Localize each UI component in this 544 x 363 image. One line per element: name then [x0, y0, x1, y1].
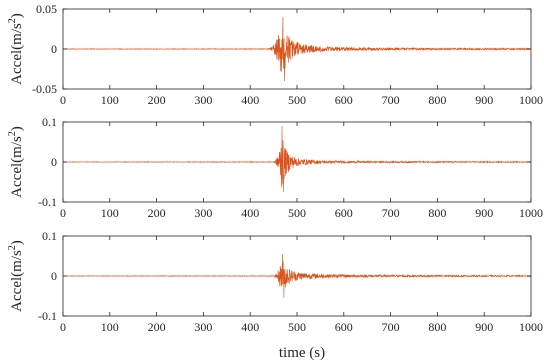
x-tick-label: 300: [194, 93, 212, 107]
x-tick-label: 300: [194, 320, 212, 334]
panel-middle: 0 100 200 300 400 500 600 700 800 900 1000-0.100.1…: [7, 115, 543, 220]
x-tick-label: 700: [382, 206, 400, 220]
x-tick-label: 800: [428, 206, 446, 220]
x-tick-label: 800: [428, 320, 446, 334]
x-tick-label: 1000: [519, 206, 543, 220]
x-tick-label: 500: [288, 320, 306, 334]
series-line-middle: [62, 125, 532, 193]
panel-bottom: 0 100 200 300 400 500 600 700 800 900 1000-0.100.1…: [7, 229, 543, 334]
y-tick-label: -0.05: [32, 82, 57, 96]
x-axis-label: time (s): [279, 345, 325, 361]
y-tick-label: -0.1: [38, 309, 57, 323]
y-tick-label: 0: [51, 155, 57, 169]
x-tick-label: 400: [241, 320, 259, 334]
x-tick-label: 700: [382, 320, 400, 334]
x-tick-label: 500: [288, 93, 306, 107]
y-axis-label: Accel(m/s2): [7, 13, 25, 85]
y-tick-label: 0.1: [42, 115, 57, 129]
x-tick-label: 100: [101, 93, 119, 107]
x-tick-label: 600: [335, 320, 353, 334]
y-tick-label: 0: [51, 42, 57, 56]
x-tick-label: 500: [288, 206, 306, 220]
x-tick-label: 0: [60, 320, 66, 334]
x-tick-label: 900: [475, 206, 493, 220]
series-line-bottom: [62, 253, 532, 299]
series-line-top: [62, 16, 532, 82]
x-tick-label: 200: [148, 206, 166, 220]
y-tick-label: 0.1: [42, 229, 57, 243]
y-axis-label: Accel(m/s2): [7, 126, 25, 198]
x-tick-label: 200: [148, 93, 166, 107]
x-tick-label: 800: [428, 93, 446, 107]
y-tick-label: 0.05: [36, 2, 57, 16]
x-tick-label: 600: [335, 93, 353, 107]
x-tick-label: 600: [335, 206, 353, 220]
x-tick-label: 400: [241, 206, 259, 220]
y-tick-label: -0.1: [38, 195, 57, 209]
x-tick-label: 100: [101, 206, 119, 220]
x-tick-label: 900: [475, 320, 493, 334]
y-axis-label: Accel(m/s2): [7, 240, 25, 312]
x-tick-label: 0: [60, 206, 66, 220]
x-tick-label: 400: [241, 93, 259, 107]
x-tick-label: 1000: [519, 320, 543, 334]
x-tick-label: 200: [148, 320, 166, 334]
panel-top: 0 100 200 300 400 500 600 700 800 900 1000-0.0500.…: [7, 2, 543, 107]
x-tick-label: 700: [382, 93, 400, 107]
x-tick-label: 300: [194, 206, 212, 220]
x-tick-label: 100: [101, 320, 119, 334]
x-tick-label: 900: [475, 93, 493, 107]
y-tick-label: 0: [51, 269, 57, 283]
x-tick-label: 1000: [519, 93, 543, 107]
x-tick-label: 0: [60, 93, 66, 107]
